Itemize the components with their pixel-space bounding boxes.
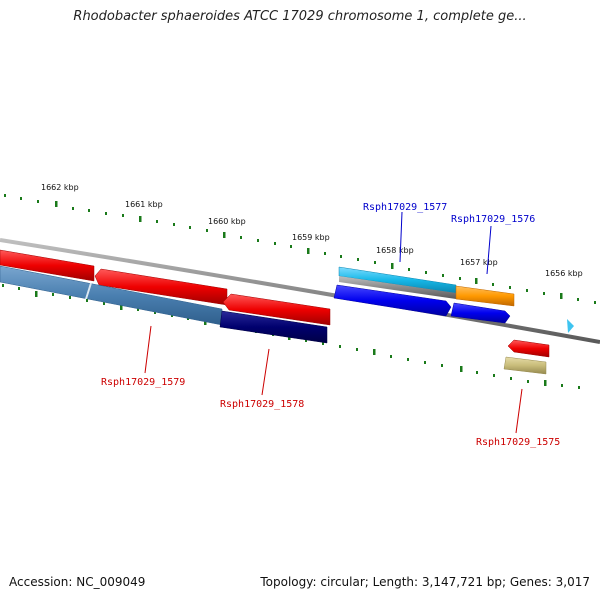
ruler-label: 1659 kbp	[292, 233, 330, 242]
strand-marker[interactable]	[567, 319, 574, 333]
gene-feature[interactable]	[219, 310, 328, 344]
gene-feature[interactable]	[339, 276, 456, 299]
ruler-label: 1658 kbp	[376, 246, 414, 255]
cds-feature[interactable]	[222, 293, 331, 326]
leader-line	[261, 348, 270, 396]
leader-line	[515, 388, 523, 434]
outer-ruler	[4, 194, 596, 304]
cds-feature[interactable]	[507, 339, 550, 358]
gene-label[interactable]: Rsph17029_1575	[476, 437, 560, 448]
gene-feature[interactable]	[85, 283, 92, 299]
cds-feature[interactable]	[455, 285, 515, 307]
ruler-label: 1656 kbp	[545, 269, 583, 278]
ruler-labels: 1662 kbp 1661 kbp 1660 kbp 1659 kbp 1658…	[41, 183, 583, 278]
gene-label[interactable]: Rsph17029_1577	[363, 202, 447, 213]
gene-label[interactable]: Rsph17029_1578	[220, 399, 304, 410]
accession-text: Accession: NC_009049	[9, 575, 146, 589]
cds-feature[interactable]	[0, 249, 95, 282]
forward-strand-features	[333, 266, 574, 333]
map-title: Rhodobacter sphaeroides ATCC 17029 chrom…	[73, 9, 527, 24]
leader-line	[399, 211, 403, 263]
ruler-label: 1657 kbp	[460, 258, 498, 267]
cds-feature[interactable]	[94, 268, 228, 306]
cds-feature[interactable]	[450, 302, 511, 324]
gene-label[interactable]: Rsph17029_1579	[101, 377, 185, 388]
ruler-label: 1662 kbp	[41, 183, 79, 192]
gene-label[interactable]: Rsph17029_1576	[451, 214, 535, 225]
cds-feature[interactable]	[0, 246, 96, 266]
cds-feature[interactable]	[333, 284, 452, 317]
gene-feature[interactable]	[503, 356, 547, 375]
label-leaders	[144, 211, 523, 434]
reverse-strand-features	[0, 246, 550, 375]
chromosome-backbone	[0, 238, 600, 344]
topology-summary: Topology: circular; Length: 3,147,721 bp…	[260, 575, 590, 589]
ruler-label: 1660 kbp	[208, 217, 246, 226]
leader-line	[144, 325, 152, 374]
ruler-label: 1661 kbp	[125, 200, 163, 209]
gene-labels: Rsph17029_1577 Rsph17029_1576 Rsph17029_…	[101, 202, 560, 448]
leader-line	[486, 225, 492, 275]
